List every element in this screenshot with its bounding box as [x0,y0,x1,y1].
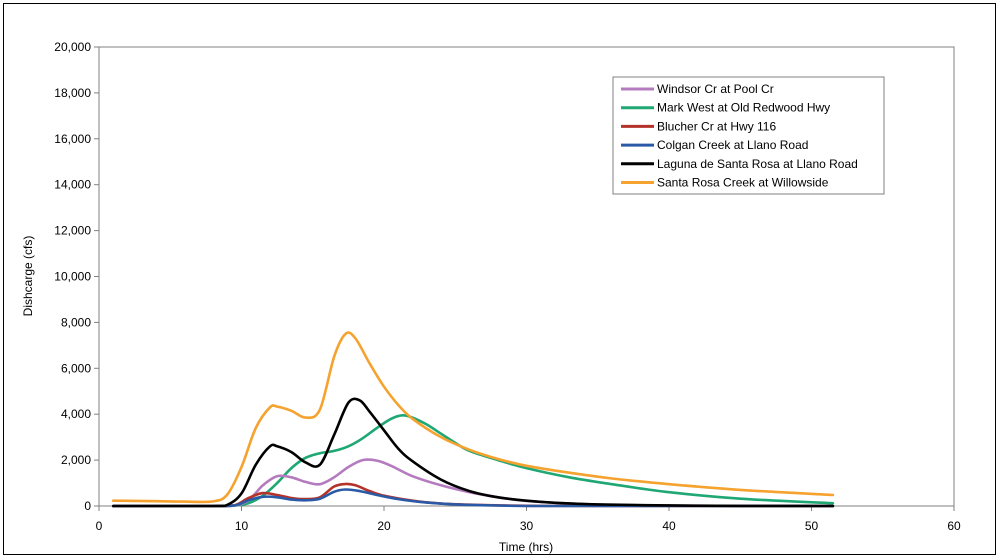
series-line-laguna-de-santa-rosa-at-llano-road [112,397,835,508]
y-axis: 0 2,000 4,000 6,000 8,000 10,000 12,000 14,000 1… [54,40,99,513]
legend-label: Windsor Cr at Pool Cr [657,82,774,96]
x-tick-label: 30 [520,519,534,533]
x-tick-label: 40 [662,519,676,533]
series-line-colgan-creek-at-llano-road [112,488,835,508]
x-axis-title: Time (hrs) [499,540,553,554]
legend-label: Colgan Creek at Llano Road [657,138,808,152]
y-tick-label: 2,000 [61,453,91,467]
legend-label: Mark West at Old Redwood Hwy [657,101,830,115]
y-tick-label: 20,000 [54,40,91,54]
legend-label: Laguna de Santa Rosa at Llano Road [657,157,858,171]
x-tick-label: 10 [235,519,249,533]
legend: Windsor Cr at Pool Cr Mark West at Old Re… [612,76,885,195]
y-tick-label: 0 [84,499,91,513]
y-tick-label: 10,000 [54,270,91,284]
series-line-blucher-cr-at-hwy-116 [112,482,835,508]
y-axis-title: Dishcarge (cfs) [21,236,35,317]
y-tick-label: 16,000 [54,132,91,146]
x-tick-label: 60 [947,519,961,533]
x-tick-label: 0 [96,519,103,533]
series-line-santa-rosa-creek-at-willowside [112,331,835,504]
y-tick-label: 14,000 [54,178,91,192]
y-tick-label: 4,000 [61,407,91,421]
legend-label: Santa Rosa Creek at Willowside [657,176,829,190]
series-lines [112,331,835,508]
y-tick-label: 8,000 [61,315,91,329]
x-tick-label: 50 [805,519,819,533]
x-axis: 0 10 20 30 40 50 60 [96,506,961,533]
y-tick-label: 12,000 [54,224,91,238]
y-tick-label: 6,000 [61,361,91,375]
legend-box [612,76,885,195]
x-tick-label: 20 [377,519,391,533]
legend-label: Blucher Cr at Hwy 116 [657,119,776,133]
y-tick-label: 18,000 [54,86,91,100]
